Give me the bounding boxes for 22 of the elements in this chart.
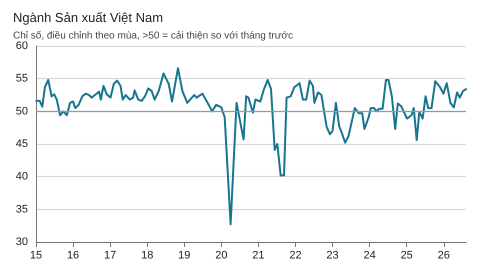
y-tick-label: 55	[16, 72, 28, 85]
x-tick-label: 24	[363, 250, 376, 262]
y-tick-label: 50	[16, 105, 28, 118]
x-tick-label: 19	[178, 250, 190, 262]
chart-title: Ngành Sản xuất Việt Nam	[13, 10, 164, 25]
chart-subtitle: Chỉ số, điều chỉnh theo mùa, >50 = cải thiện so với tháng trước	[13, 30, 293, 42]
y-tick-label: 45	[16, 138, 28, 150]
x-tick-label: 23	[326, 250, 339, 262]
x-tick-label: 25	[400, 250, 413, 262]
x-tick-label: 16	[66, 250, 80, 262]
y-tick-label: 40	[16, 170, 28, 183]
x-tick-label: 26	[438, 250, 450, 262]
y-tick-label: 35	[16, 203, 28, 216]
y-tick-label: 30	[16, 236, 28, 248]
line-series	[35, 67, 467, 226]
x-tick-label: 17	[104, 250, 116, 262]
x-tick-label: 21	[252, 250, 265, 262]
x-tick-label: 18	[141, 250, 154, 262]
x-tick-label: 22	[289, 250, 302, 262]
y-tick-label: 60	[16, 40, 28, 52]
x-tick-label: 15	[30, 250, 42, 262]
x-tick-label: 20	[215, 250, 228, 262]
